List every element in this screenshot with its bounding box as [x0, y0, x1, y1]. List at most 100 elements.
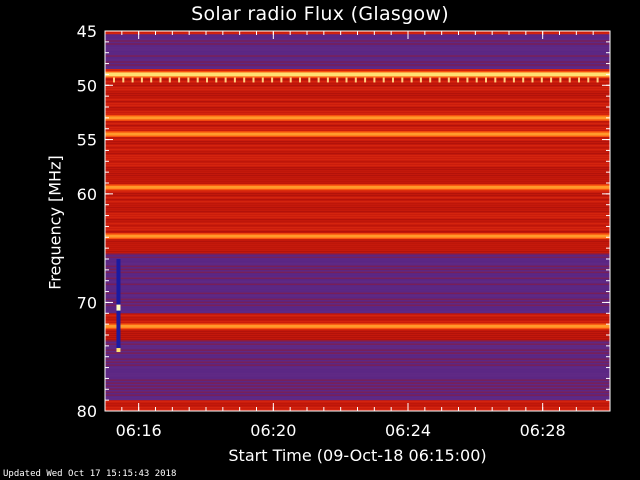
- heatmap-streak: [105, 211, 610, 213]
- interference-mark: [364, 77, 367, 83]
- heatmap-streak: [105, 358, 610, 360]
- emission-band: [105, 132, 610, 136]
- interference-mark: [466, 77, 469, 83]
- heatmap-streak: [105, 173, 610, 175]
- interference-mark: [140, 77, 143, 83]
- heatmap-streak: [105, 85, 610, 87]
- emission-band: [105, 116, 610, 120]
- heatmap-streak: [105, 335, 610, 337]
- interference-mark: [215, 77, 218, 83]
- interference-mark: [559, 77, 562, 83]
- heatmap-streak: [105, 292, 610, 295]
- heatmap-streak: [105, 111, 610, 113]
- heatmap-streak: [105, 243, 610, 245]
- chart-title: Solar radio Flux (Glasgow): [191, 3, 449, 25]
- heatmap-streak: [105, 213, 610, 215]
- interference-mark: [382, 77, 385, 83]
- heatmap-streak: [105, 199, 610, 201]
- heatmap-streak: [105, 91, 610, 93]
- heatmap-streak: [105, 81, 610, 83]
- heatmap-streak: [105, 317, 610, 319]
- heatmap-streak: [105, 394, 610, 396]
- heatmap-streak: [105, 193, 610, 195]
- heatmap-streak: [105, 179, 610, 181]
- interference-mark: [503, 77, 506, 83]
- heatmap-streak: [105, 161, 610, 163]
- heatmap-streak: [105, 209, 610, 211]
- interference-mark: [187, 77, 190, 83]
- heatmap-streak: [105, 301, 610, 304]
- heatmap-streak: [105, 145, 610, 147]
- heatmap-streak: [105, 175, 610, 177]
- heatmap-streak: [105, 97, 610, 99]
- interference-mark: [224, 77, 227, 83]
- interference-mark: [578, 77, 580, 83]
- radio-burst-peak: [116, 348, 121, 353]
- interference-mark: [178, 77, 181, 83]
- interference-mark: [568, 77, 571, 83]
- interference-mark: [196, 77, 199, 83]
- interference-mark: [410, 77, 413, 83]
- heatmap-streak: [105, 121, 610, 123]
- heatmap-streak: [105, 43, 610, 45]
- heatmap-streak: [105, 304, 610, 307]
- heatmap-streak: [105, 405, 610, 407]
- heatmap-streak: [105, 321, 610, 323]
- interference-mark: [131, 77, 134, 83]
- interference-mark: [326, 77, 329, 83]
- heatmap-streak: [105, 249, 610, 251]
- heatmap-streak: [105, 245, 610, 247]
- heatmap-streak: [105, 149, 610, 151]
- heatmap-streak: [105, 141, 610, 143]
- interference-mark: [206, 77, 208, 83]
- heatmap-streak: [105, 298, 610, 301]
- heatmap-streak: [105, 113, 610, 115]
- heatmap-streak: [105, 95, 610, 97]
- interference-mark: [447, 77, 450, 83]
- interference-mark: [168, 77, 171, 83]
- heatmap-streak: [105, 382, 610, 384]
- heatmap-streak: [105, 391, 610, 393]
- heatmap-streak: [105, 157, 610, 159]
- heatmap-streak: [105, 163, 610, 165]
- heatmap-streak: [105, 315, 610, 317]
- heatmap-streak: [105, 361, 610, 363]
- emission-band: [105, 185, 610, 189]
- heatmap-streak: [105, 268, 610, 271]
- heatmap-streak: [105, 283, 610, 286]
- heatmap-streak: [105, 197, 610, 199]
- heatmap-streak: [105, 241, 610, 243]
- heatmap-streak: [105, 101, 610, 103]
- heatmap-streak: [105, 313, 610, 315]
- interference-mark: [252, 77, 255, 83]
- heatmap-streak: [105, 155, 610, 157]
- emission-band: [105, 72, 610, 77]
- interference-mark: [336, 77, 339, 83]
- interference-mark: [317, 77, 320, 83]
- heatmap-streak: [105, 171, 610, 173]
- x-tick-label: 06:16: [116, 421, 162, 440]
- interference-mark: [485, 77, 487, 83]
- y-axis-label: Frequency [MHz]: [45, 155, 65, 290]
- y-tick-label: 45: [77, 22, 97, 41]
- interference-mark: [401, 77, 404, 83]
- interference-mark: [122, 77, 125, 83]
- interference-mark: [113, 77, 115, 83]
- heatmap-streak: [105, 89, 610, 91]
- heatmap-streak: [105, 129, 610, 131]
- interference-mark: [438, 77, 441, 83]
- heatmap-streak: [105, 331, 610, 333]
- interference-mark: [289, 77, 292, 83]
- heatmap-streak: [105, 329, 610, 331]
- heatmap-streak: [105, 137, 610, 139]
- interference-mark: [596, 77, 599, 83]
- heatmap-streak: [105, 337, 610, 339]
- heatmap-streak: [105, 340, 610, 342]
- heatmap-streak: [105, 227, 610, 229]
- interference-mark: [587, 77, 590, 83]
- heatmap-streak: [105, 147, 610, 149]
- y-tick-label: 70: [77, 293, 97, 312]
- heatmap-streak: [105, 61, 610, 63]
- interference-mark: [150, 77, 153, 83]
